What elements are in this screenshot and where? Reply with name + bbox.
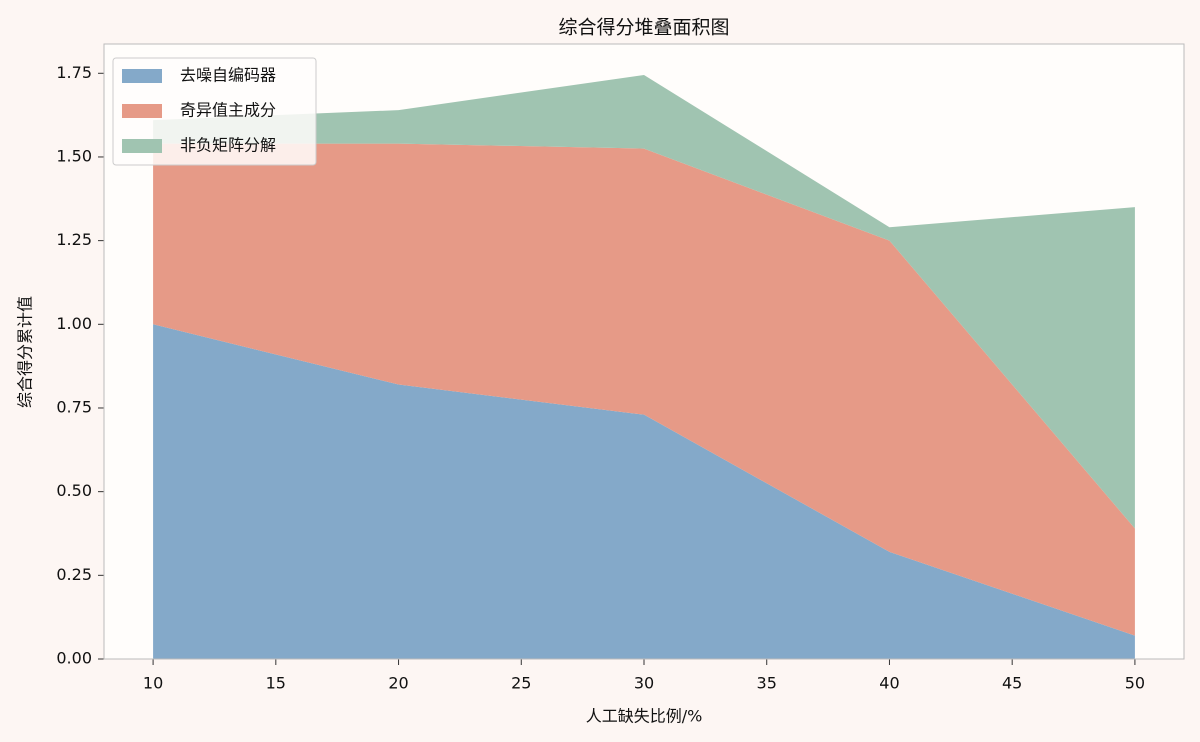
y-tick-label: 0.25 bbox=[56, 565, 92, 584]
x-axis-label: 人工缺失比例/% bbox=[586, 707, 703, 726]
legend-box bbox=[112, 57, 317, 166]
legend-label: 奇异值主成分 bbox=[180, 101, 276, 120]
legend-label: 去噪自编码器 bbox=[180, 66, 276, 85]
x-tick-label: 20 bbox=[388, 674, 408, 693]
x-tick-label: 50 bbox=[1125, 674, 1145, 693]
plot-frame bbox=[103, 43, 1185, 660]
x-tick-label: 45 bbox=[1002, 674, 1022, 693]
y-tick-label: 1.00 bbox=[56, 314, 92, 333]
y-tick-label: 1.75 bbox=[56, 63, 92, 82]
legend-swatch bbox=[122, 69, 162, 83]
x-tick-label: 30 bbox=[634, 674, 654, 693]
y-tick-label: 0.50 bbox=[56, 481, 92, 500]
x-tick-label: 35 bbox=[757, 674, 777, 693]
chart-title: 综合得分堆叠面积图 bbox=[558, 17, 729, 39]
y-tick-label: 0.75 bbox=[56, 397, 92, 416]
legend-label: 非负矩阵分解 bbox=[180, 136, 276, 155]
legend-swatch bbox=[122, 104, 162, 118]
area bbox=[153, 143, 1135, 636]
y-axis-label: 综合得分累计值 bbox=[16, 296, 35, 408]
y-tick-label: 1.50 bbox=[56, 146, 92, 165]
x-tick-label: 15 bbox=[266, 674, 286, 693]
x-tick-label: 40 bbox=[879, 674, 899, 693]
y-tick-label: 0.00 bbox=[56, 649, 92, 668]
x-tick-label: 10 bbox=[143, 674, 163, 693]
legend-swatch bbox=[122, 139, 162, 153]
y-tick-label: 1.25 bbox=[56, 230, 92, 249]
x-tick-label: 25 bbox=[511, 674, 531, 693]
area bbox=[153, 324, 1135, 659]
